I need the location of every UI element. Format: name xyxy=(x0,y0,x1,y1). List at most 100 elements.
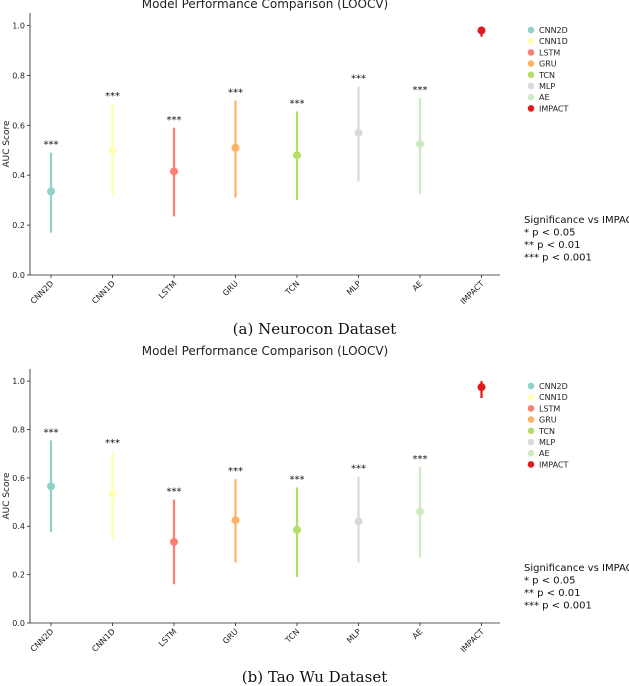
significance-legend-line: * p < 0.05 xyxy=(524,576,576,587)
legend-label: GRU xyxy=(539,416,557,425)
y-tick-label: 1.0 xyxy=(12,377,25,386)
legend-marker xyxy=(527,37,535,45)
legend-marker xyxy=(527,71,535,79)
x-tick-label: LSTM xyxy=(157,627,179,649)
significance-legend-line: ** p < 0.01 xyxy=(524,240,581,251)
legend-marker xyxy=(527,26,535,34)
legend-label: MLP xyxy=(539,82,555,91)
legend-label: IMPACT xyxy=(539,104,568,113)
chart-title: Model Performance Comparison (LOOCV) xyxy=(142,344,388,358)
x-tick-label: TCN xyxy=(283,627,301,645)
point-gru[interactable] xyxy=(231,516,240,525)
legend-label: CNN1D xyxy=(539,37,568,46)
y-tick-label: 0.4 xyxy=(12,171,25,180)
point-lstm[interactable] xyxy=(170,167,178,176)
significance-legend-line: *** p < 0.001 xyxy=(524,253,592,264)
point-cnn2d[interactable] xyxy=(47,187,55,196)
legend-label: IMPACT xyxy=(539,460,568,469)
x-tick-label: MLP xyxy=(345,279,363,297)
y-tick-label: 0.2 xyxy=(12,571,25,580)
legend-marker xyxy=(527,60,535,67)
y-tick-label: 0.2 xyxy=(12,221,25,230)
y-tick-label: 0.4 xyxy=(12,522,25,531)
y-tick-label: 0.8 xyxy=(12,71,25,80)
point-ae[interactable] xyxy=(416,140,424,148)
significance-legend-line: Significance vs IMPACT: xyxy=(524,563,629,574)
point-mlp[interactable] xyxy=(354,517,363,526)
chart-taowu: Model Performance Comparison (LOOCV) 0.0 0… xyxy=(2,344,629,654)
significance-label: *** xyxy=(351,464,366,475)
legend-marker xyxy=(527,449,535,457)
significance-legend-line: *** p < 0.001 xyxy=(524,601,592,612)
panel-taowu: Model Performance Comparison (LOOCV) 0.0 0… xyxy=(0,343,629,686)
point-impact[interactable] xyxy=(477,26,486,35)
y-axis-label: AUC Score xyxy=(2,472,12,520)
x-tick-label: GRU xyxy=(221,279,240,298)
point-gru[interactable] xyxy=(231,143,240,152)
significance-label: *** xyxy=(105,91,120,102)
significance-label: *** xyxy=(290,99,305,110)
x-tick-label: CNN1D xyxy=(90,279,117,306)
legend-marker xyxy=(527,382,535,390)
legend-marker xyxy=(527,393,535,401)
caption-neurocon: (a) Neurocon Dataset xyxy=(232,320,397,338)
legend-label: GRU xyxy=(539,60,557,69)
caption-taowu: (b) Tao Wu Dataset xyxy=(241,668,388,686)
y-tick-label: 0.6 xyxy=(12,474,25,483)
point-tcn[interactable] xyxy=(293,151,301,160)
x-tick-label: TCN xyxy=(283,279,301,297)
x-tick-label: AE xyxy=(411,279,425,293)
significance-label: *** xyxy=(228,466,243,477)
point-mlp[interactable] xyxy=(354,128,363,137)
x-tick-label: IMPACT xyxy=(459,627,486,654)
x-tick-label: GRU xyxy=(221,627,240,646)
legend-label: MLP xyxy=(539,438,555,447)
point-cnn2d[interactable] xyxy=(47,482,55,491)
significance-legend-line: ** p < 0.01 xyxy=(524,588,581,599)
x-tick-label: LSTM xyxy=(157,279,179,301)
point-ae[interactable] xyxy=(416,507,424,516)
legend-label: CNN2D xyxy=(539,26,568,35)
y-tick-label: 1.0 xyxy=(12,21,25,30)
y-axis-label: AUC Score xyxy=(2,120,12,168)
legend-marker xyxy=(527,461,535,468)
significance-label: *** xyxy=(105,438,120,449)
legend-label: LSTM xyxy=(539,48,560,57)
x-tick-label: IMPACT xyxy=(459,279,486,306)
significance-label: *** xyxy=(413,85,428,96)
significance-label: *** xyxy=(228,87,243,98)
legend-label: AE xyxy=(539,449,550,458)
point-lstm[interactable] xyxy=(170,537,178,546)
x-tick-label: CNN1D xyxy=(90,627,117,654)
point-tcn[interactable] xyxy=(293,525,301,534)
legend-label: TCN xyxy=(538,427,555,436)
y-tick-label: 0.0 xyxy=(12,619,25,628)
x-tick-label: CNN2D xyxy=(29,627,56,654)
legend-marker xyxy=(527,93,535,101)
point-cnn1d[interactable] xyxy=(108,489,117,498)
x-tick-label: MLP xyxy=(345,627,363,645)
legend-marker xyxy=(527,405,535,412)
y-tick-label: 0.6 xyxy=(12,121,25,130)
significance-label: *** xyxy=(290,475,305,486)
y-tick-label: 0.0 xyxy=(12,271,25,280)
legend-marker xyxy=(527,427,535,435)
significance-label: *** xyxy=(44,427,59,438)
significance-legend-line: * p < 0.05 xyxy=(524,228,576,239)
chart-neurocon: Model Performance Comparison (LOOCV) 0.0 0… xyxy=(2,0,629,306)
significance-label: *** xyxy=(44,140,59,151)
legend-label: TCN xyxy=(538,71,555,80)
point-impact[interactable] xyxy=(477,383,486,392)
significance-label: *** xyxy=(167,487,182,498)
x-tick-label: AE xyxy=(411,627,425,641)
significance-label: *** xyxy=(167,115,182,126)
legend-label: CNN2D xyxy=(539,382,568,391)
legend-marker xyxy=(527,49,535,56)
x-tick-label: CNN2D xyxy=(29,279,56,306)
legend-label: LSTM xyxy=(539,404,560,413)
legend-label: AE xyxy=(539,93,550,102)
point-cnn1d[interactable] xyxy=(108,146,117,155)
legend-marker xyxy=(527,416,535,423)
legend-marker xyxy=(527,105,535,112)
significance-legend-line: Significance vs IMPACT: xyxy=(524,215,629,226)
